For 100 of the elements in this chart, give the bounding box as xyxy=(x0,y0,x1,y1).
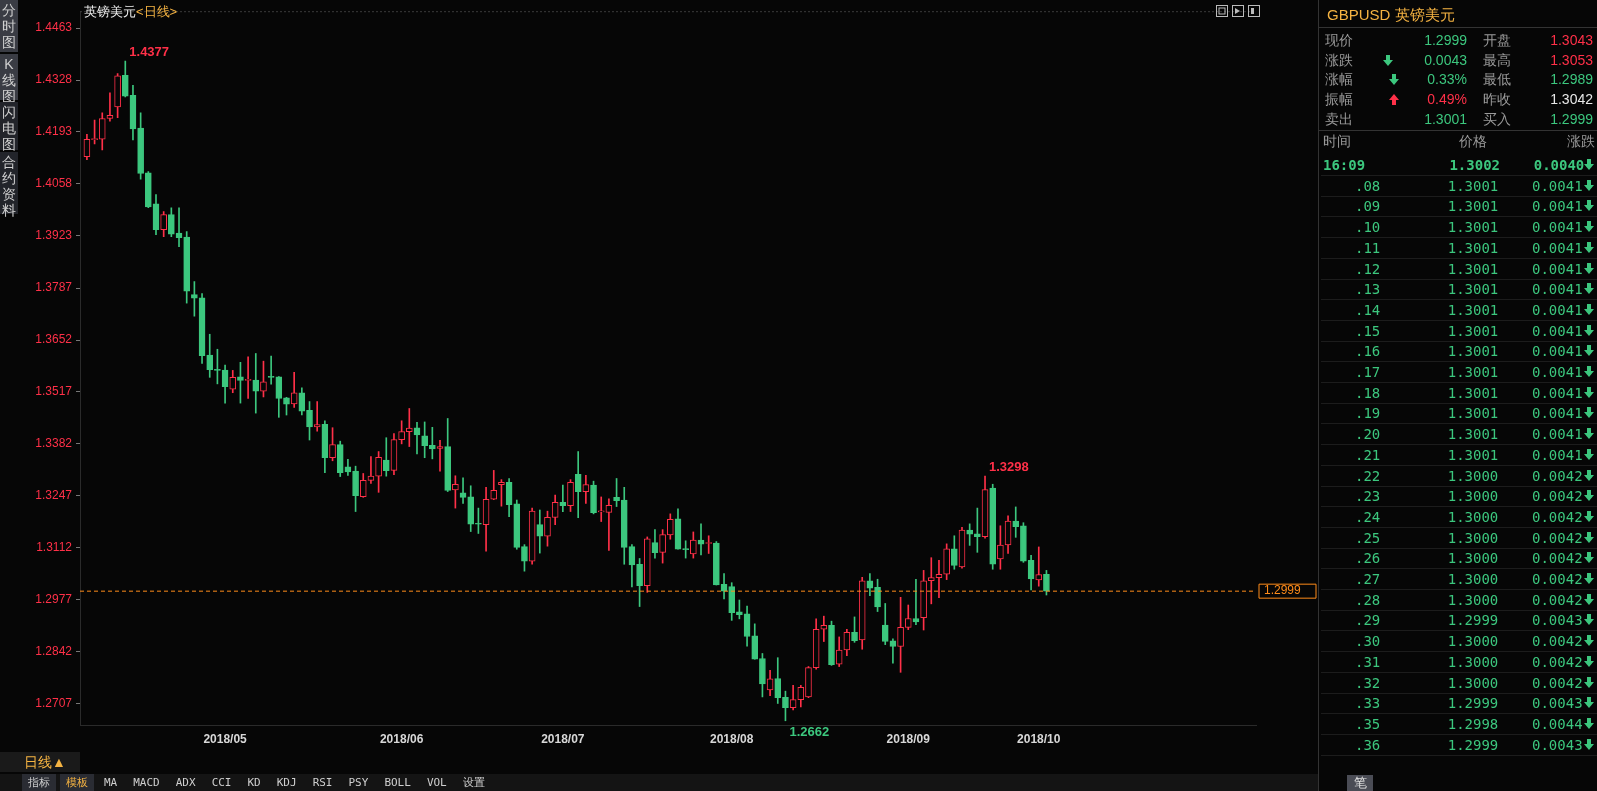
y-tick-label: 1.4193 xyxy=(35,124,73,139)
text: .28 1.3000 0.0042 xyxy=(1355,590,1583,609)
text: .12 1.3001 0.0041 xyxy=(1355,259,1583,278)
text: 卖出 xyxy=(1325,109,1353,128)
text: ADX xyxy=(174,775,197,790)
text: 现价 xyxy=(1325,31,1353,49)
text: CCI xyxy=(210,775,233,790)
candlestick xyxy=(367,456,375,484)
text: 价格 xyxy=(1459,132,1487,150)
y-tick-label: 1.3787 xyxy=(35,280,73,295)
text: MA xyxy=(103,775,119,790)
text: BOLL xyxy=(383,775,412,790)
text: GBPUSD 英镑美元 xyxy=(1327,6,1455,25)
text: .20 1.3001 0.0041 xyxy=(1355,425,1583,444)
text: 0.49% xyxy=(1427,91,1467,108)
text: .31 1.3000 0.0042 xyxy=(1355,652,1583,671)
text: 最高 xyxy=(1483,50,1511,69)
text: 闪电图 xyxy=(0,102,18,152)
text: .36 1.2999 0.0043 xyxy=(1355,735,1583,754)
candlestick xyxy=(820,615,828,642)
y-tick-label: 1.4328 xyxy=(35,72,73,87)
text: K线图 xyxy=(1,55,17,104)
x-tick-label: 2018/10 xyxy=(1017,731,1061,746)
y-tick-label: 1.2842 xyxy=(35,643,73,658)
text: .11 1.3001 0.0041 xyxy=(1355,238,1583,257)
candlestick xyxy=(459,477,467,504)
y-tick-label: 1.3112 xyxy=(36,540,73,555)
y-tick-label: 1.4463 xyxy=(35,20,73,35)
text: .25 1.3000 0.0042 xyxy=(1355,528,1583,547)
text: 涨幅 xyxy=(1325,70,1353,89)
y-tick-label: 1.4058 xyxy=(35,176,73,191)
text: 1.3043 xyxy=(1550,32,1593,48)
x-tick-label: 2018/09 xyxy=(886,731,931,746)
annotation: 1.3298 xyxy=(989,458,1029,474)
candlestick xyxy=(252,353,260,414)
x-tick-label: 2018/08 xyxy=(710,731,754,746)
y-tick-label: 1.2977 xyxy=(35,591,73,606)
y-tick-label: 1.3247 xyxy=(35,488,73,503)
x-tick-label: 2018/07 xyxy=(541,731,585,746)
candlestick xyxy=(927,557,935,605)
candlestick xyxy=(313,401,321,432)
candlestick xyxy=(697,523,705,556)
text: .29 1.2999 0.0043 xyxy=(1355,611,1583,630)
text: KD xyxy=(246,775,262,790)
text: KDJ xyxy=(275,775,298,790)
text: 0.33% xyxy=(1427,71,1467,88)
text: 1.3042 xyxy=(1550,91,1593,108)
text: 0.0043 xyxy=(1424,51,1467,68)
text: 最低 xyxy=(1483,70,1511,89)
text: 买入 xyxy=(1483,109,1511,128)
y-tick-label: 1.3923 xyxy=(35,228,73,243)
text: .23 1.3000 0.0042 xyxy=(1355,487,1583,506)
text: .17 1.3001 0.0041 xyxy=(1355,363,1583,381)
text: .16 1.3001 0.0041 xyxy=(1355,342,1583,361)
y-tick-label: 1.3652 xyxy=(35,332,73,347)
text: .26 1.3000 0.0042 xyxy=(1355,549,1583,568)
candlestick xyxy=(597,496,605,522)
candlestick xyxy=(1012,506,1020,538)
text: 开盘 xyxy=(1483,31,1511,49)
x-tick-label: 2018/06 xyxy=(379,731,424,746)
text: 分时图 xyxy=(0,0,18,52)
text: 1.3001 xyxy=(1424,110,1467,127)
text: VOL xyxy=(425,775,448,790)
text: .13 1.3001 0.0041 xyxy=(1355,280,1583,299)
y-tick-label: 1.2707 xyxy=(35,695,73,710)
text: 16:09 1.3002 0.0040 xyxy=(1323,156,1585,174)
text: 1.3053 xyxy=(1550,51,1593,68)
text: 涨跌 xyxy=(1567,133,1595,149)
text: 合约资料 xyxy=(1,153,17,218)
annotation: 1.2662 xyxy=(789,724,830,740)
text: .21 1.3001 0.0041 xyxy=(1355,445,1583,464)
text: 1.2999 xyxy=(1550,110,1593,127)
text: MACD xyxy=(132,775,161,790)
candlestick xyxy=(1035,546,1043,587)
text: 昨收 xyxy=(1483,90,1511,109)
text: .24 1.3000 0.0042 xyxy=(1355,507,1583,526)
text: .33 1.2999 0.0043 xyxy=(1355,694,1583,713)
text: 涨跌 xyxy=(1325,50,1353,69)
text: RSI xyxy=(311,775,334,790)
ref-line-label: 1.2999 xyxy=(1264,583,1302,598)
candlestick xyxy=(106,92,114,122)
candlestick xyxy=(966,523,974,546)
text: 日线▲ xyxy=(0,752,80,772)
text: .14 1.3001 0.0041 xyxy=(1355,300,1583,319)
x-tick-label: 2018/05 xyxy=(203,731,248,746)
text: 笔 xyxy=(1347,775,1373,791)
text: 指标 xyxy=(22,774,56,791)
text: 1.2999 xyxy=(1424,32,1467,48)
text: 设置 xyxy=(461,775,486,791)
text: .32 1.3000 0.0042 xyxy=(1355,673,1583,692)
candlestick xyxy=(605,498,613,551)
chart-title: 英镑美元<日线> xyxy=(84,3,178,21)
text: .30 1.3000 0.0042 xyxy=(1355,632,1583,651)
annotation: 1.4377 xyxy=(129,43,170,59)
text: .19 1.3001 0.0041 xyxy=(1355,404,1583,423)
text: 模板 xyxy=(60,774,94,791)
text: .08 1.3001 0.0041 xyxy=(1355,176,1583,195)
candlestick xyxy=(436,440,444,472)
y-tick-label: 1.3382 xyxy=(35,436,73,451)
y-tick-label: 1.3517 xyxy=(35,384,73,399)
